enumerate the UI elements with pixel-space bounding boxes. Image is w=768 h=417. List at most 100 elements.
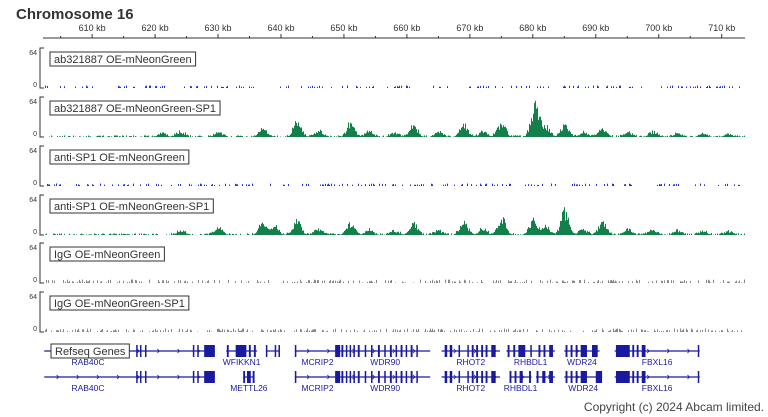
signal-bar — [628, 132, 629, 137]
gene-wfikkn1[interactable]: WFIKKN1 — [223, 345, 261, 367]
gene-label[interactable]: RHOT2 — [456, 383, 485, 393]
track-label[interactable]: ab321887 OE-mNeonGreen — [54, 54, 192, 66]
gene-wdr24[interactable]: WDR24 — [564, 345, 600, 367]
signal-bar — [431, 136, 432, 137]
gene-mcrip2[interactable]: MCRIP2 — [294, 371, 341, 393]
gene-label[interactable]: MCRIP2 — [301, 383, 333, 393]
signal-bar — [84, 282, 85, 283]
track-label[interactable]: anti-SP1 OE-mNeonGreen — [54, 152, 185, 164]
gene-label[interactable]: WDR90 — [370, 357, 400, 367]
signal-bar — [403, 136, 404, 137]
refseq-genes-track[interactable]: RAB40C WFIKKN1 MCRIP2 WDR90 RHOT2 RHBDL1 WDR24… — [44, 343, 700, 393]
signal-bar — [577, 184, 578, 186]
signal-bar — [280, 231, 281, 235]
gene-rhbdl1[interactable]: RHBDL1 — [504, 371, 538, 393]
gene-label[interactable]: RHBDL1 — [514, 357, 548, 367]
signal-bar — [438, 328, 439, 332]
signal-bar — [307, 328, 308, 332]
signal-bar — [190, 329, 191, 332]
signal-bar — [430, 328, 431, 332]
track-label[interactable]: ab321887 OE-mNeonGreen-SP1 — [54, 103, 216, 115]
gene-fbxl16[interactable]: FBXL16 — [614, 371, 700, 393]
signal-bar — [315, 133, 316, 137]
signal-bar — [267, 329, 268, 332]
track-label[interactable]: IgG OE-mNeonGreen — [54, 249, 160, 261]
signal-bar — [386, 328, 387, 332]
signal-bar — [440, 131, 441, 137]
gene-label[interactable]: WDR24 — [568, 383, 598, 393]
gene-label[interactable]: WDR24 — [567, 357, 597, 367]
gene-wdr24[interactable]: WDR24 — [564, 371, 603, 393]
gene-label[interactable]: RHBDL1 — [504, 383, 538, 393]
signal-bar — [476, 134, 477, 137]
signal-bar — [211, 232, 212, 235]
signal-bar — [563, 124, 564, 137]
gene-mcrip2[interactable]: MCRIP2 — [294, 345, 341, 367]
signal-bar — [207, 233, 208, 235]
signal-bar — [127, 184, 128, 186]
gene-label[interactable]: METTL26 — [230, 383, 268, 393]
signal-bar — [727, 133, 728, 137]
signal-bar — [147, 135, 148, 137]
gene[interactable] — [535, 371, 555, 383]
signal-bar — [481, 279, 482, 283]
signal-bar — [301, 281, 302, 283]
gene-label[interactable]: RAB40C — [71, 357, 104, 367]
track-label[interactable]: IgG OE-mNeonGreen-SP1 — [54, 298, 185, 310]
signal-bar — [388, 233, 389, 235]
signal-bar — [727, 183, 728, 186]
signal-bar — [558, 329, 559, 332]
gene-label[interactable]: MCRIP2 — [301, 357, 333, 367]
gene[interactable] — [265, 345, 280, 357]
gene-rhot2[interactable]: RHOT2 — [441, 371, 501, 393]
signal-bar — [336, 136, 337, 137]
gene-rhot2[interactable]: RHOT2 — [441, 345, 501, 367]
gene-wdr90[interactable]: WDR90 — [340, 345, 431, 367]
signal-bar — [390, 280, 391, 283]
gene-mettl26[interactable]: METTL26 — [230, 371, 268, 393]
gene-label[interactable]: FBXL16 — [642, 383, 673, 393]
gene-exon — [341, 345, 344, 357]
scale-min-label: 0 — [33, 277, 37, 284]
gene-exon — [636, 345, 639, 357]
gene-fbxl16[interactable]: FBXL16 — [614, 345, 700, 367]
gene-label[interactable]: WFIKKN1 — [223, 357, 261, 367]
signal-bar — [387, 86, 388, 88]
signal-bar — [210, 232, 211, 235]
gene-label[interactable]: FBXL16 — [642, 357, 673, 367]
signal-bar — [623, 134, 624, 137]
scale-bracket — [39, 145, 44, 187]
gene-rhbdl1[interactable]: RHBDL1 — [506, 345, 555, 367]
signal-bar — [270, 229, 271, 235]
signal-bar — [364, 329, 365, 332]
signal-bar — [684, 135, 685, 137]
signal-bar — [254, 135, 255, 137]
signal-bar — [178, 280, 179, 283]
signal-bar — [670, 234, 671, 235]
signal-bar — [399, 85, 400, 88]
signal-bar — [274, 330, 275, 332]
signal-bar — [46, 233, 47, 235]
signal-bar — [290, 134, 291, 137]
gene-rab40c[interactable]: RAB40C — [44, 371, 215, 393]
signal-bar — [318, 280, 319, 283]
signal-bar — [643, 233, 644, 235]
signal-bar — [595, 135, 596, 137]
axis-tick-label: 610 kb — [79, 23, 106, 33]
signal-bar — [572, 280, 573, 283]
signal-bar — [305, 134, 306, 137]
track-label[interactable]: anti-SP1 OE-mNeonGreen-SP1 — [54, 201, 209, 213]
signal-bar — [575, 233, 576, 235]
gene-wdr90[interactable]: WDR90 — [340, 371, 431, 393]
gene-label[interactable]: WDR90 — [370, 383, 400, 393]
gene-label[interactable]: RAB40C — [71, 383, 104, 393]
signal-bar — [443, 232, 444, 235]
gene-label[interactable]: RHOT2 — [456, 357, 485, 367]
